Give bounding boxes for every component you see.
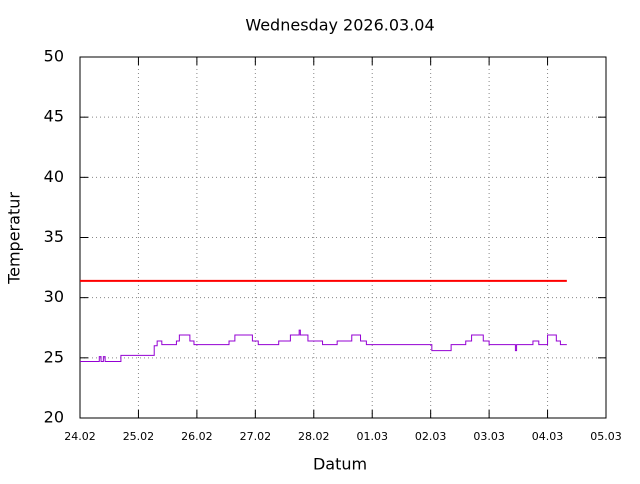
y-tick-label: 40 — [44, 167, 64, 186]
y-tick-label: 30 — [44, 287, 64, 306]
y-tick-label: 25 — [44, 347, 64, 366]
data-line — [80, 329, 567, 362]
x-axis-label: Datum — [313, 455, 367, 474]
x-tick-label: 04.03 — [532, 430, 564, 443]
x-tick-label: 02.03 — [415, 430, 447, 443]
y-tick-label: 45 — [44, 107, 64, 126]
x-tick-label: 01.03 — [356, 430, 388, 443]
x-tick-label: 24.02 — [64, 430, 96, 443]
plot-border — [79, 56, 607, 419]
chart-title: Wednesday 2026.03.04 — [245, 16, 434, 35]
y-tick-label: 20 — [44, 408, 64, 427]
x-tick-label: 26.02 — [181, 430, 213, 443]
x-tick-label: 28.02 — [298, 430, 330, 443]
x-tick-label: 03.03 — [473, 430, 505, 443]
x-tick-label: 25.02 — [123, 430, 155, 443]
x-tick-label: 27.02 — [240, 430, 272, 443]
x-tick-label: 05.03 — [590, 430, 622, 443]
y-tick-label: 35 — [44, 227, 64, 246]
y-axis-label: Temperatur — [5, 192, 24, 285]
y-tick-label: 50 — [44, 47, 64, 66]
